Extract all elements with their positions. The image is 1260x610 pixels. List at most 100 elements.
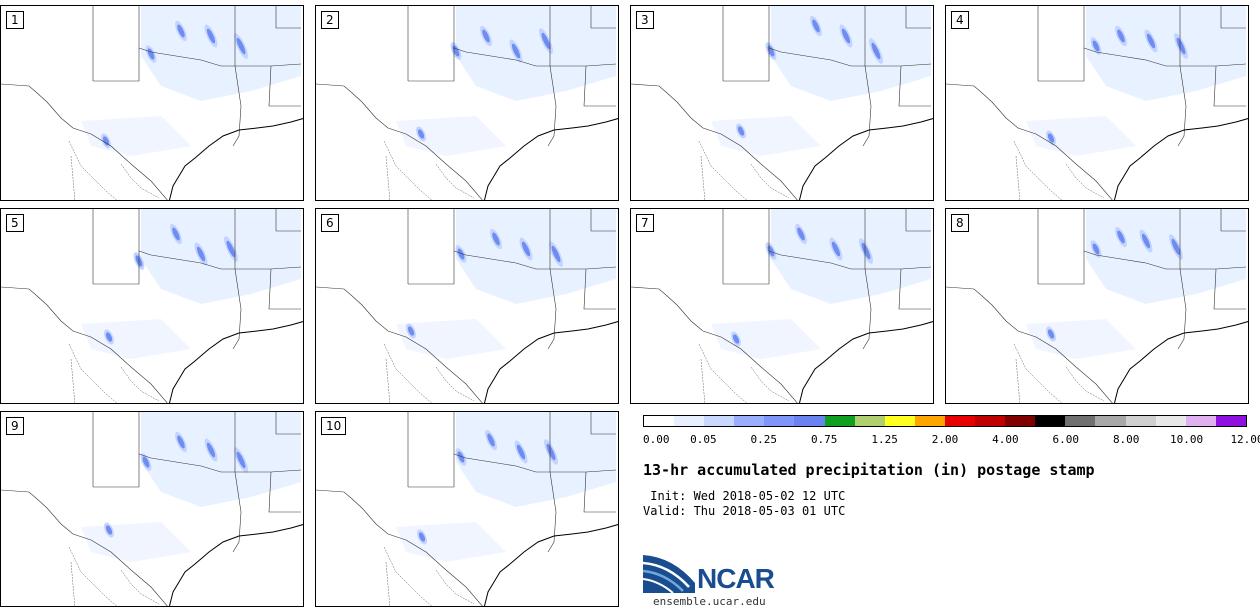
mexico-state-border	[700, 358, 706, 403]
precip-cell	[457, 451, 465, 463]
state-border	[1213, 65, 1246, 107]
colorbar-swatch	[1125, 416, 1156, 426]
state-border	[408, 453, 550, 488]
colorbar-swatch	[1005, 416, 1036, 426]
precip-cell	[1047, 329, 1055, 339]
mexico-state-border	[1015, 358, 1021, 403]
light-precip-area	[1026, 319, 1136, 359]
ncar-logo-text: NCAR	[697, 563, 775, 594]
light-precip-area	[396, 116, 506, 156]
colorbar-tick-label: 10.00	[1170, 433, 1204, 446]
state-border	[583, 268, 616, 310]
member-label: 5	[6, 214, 24, 232]
state-border	[590, 6, 616, 29]
colorbar-swatch	[1215, 416, 1246, 426]
precip-cell	[1141, 233, 1151, 249]
state-border	[1038, 47, 1180, 82]
precip-cell	[102, 136, 110, 146]
precip-cell	[841, 28, 851, 44]
state-border	[408, 250, 550, 285]
mexico-state-border	[385, 561, 391, 606]
state-border	[232, 412, 242, 553]
postage-stamp-panel: 3	[630, 5, 934, 201]
light-precip-area	[1086, 209, 1246, 304]
state-border	[232, 6, 242, 147]
light-precip-area	[141, 412, 301, 507]
state-border	[590, 209, 616, 232]
gulf-coastline	[798, 321, 933, 403]
member-label: 8	[951, 214, 969, 232]
state-border	[93, 250, 235, 285]
state-border	[1213, 268, 1246, 310]
precip-cell	[407, 326, 415, 336]
colorbar-tick-label: 2.00	[931, 433, 959, 446]
init-time: Init: Wed 2018-05-02 12 UTC	[643, 489, 846, 503]
mexico-state-border	[750, 163, 790, 199]
state-border	[862, 209, 872, 350]
precip-cell	[487, 433, 495, 447]
precip-cell	[105, 525, 113, 535]
state-border	[547, 412, 557, 553]
gulf-coastline	[483, 321, 618, 403]
precip-cell	[1047, 133, 1055, 143]
member-label: 3	[636, 11, 654, 29]
precip-cell	[236, 451, 246, 469]
precip-cell	[482, 29, 490, 43]
member-label: 4	[951, 11, 969, 29]
mexico-state-border	[698, 343, 748, 403]
member-label: 6	[321, 214, 339, 232]
state-border	[723, 250, 865, 285]
state-border	[631, 286, 798, 403]
mexico-state-border	[750, 366, 790, 402]
precip-cell	[1146, 33, 1156, 49]
state-border	[268, 65, 301, 107]
colorbar-swatch	[764, 416, 795, 426]
state-border	[93, 453, 235, 488]
colorbar-swatch	[1065, 416, 1096, 426]
state-border	[275, 412, 301, 435]
postage-stamp-panel: 8	[945, 208, 1249, 404]
light-precip-area	[771, 209, 931, 304]
light-precip-area	[81, 522, 191, 562]
colorbar-tick-label: 4.00	[992, 433, 1019, 446]
light-precip-area	[396, 522, 506, 562]
light-precip-area	[711, 116, 821, 156]
precip-map	[946, 209, 1248, 403]
postage-stamp-panel: 7	[630, 208, 934, 404]
state-border	[1, 489, 168, 606]
gulf-coastline	[168, 118, 303, 200]
state-border	[316, 286, 483, 403]
state-border	[547, 209, 557, 350]
precip-cell	[861, 242, 871, 260]
mexico-state-border	[385, 358, 391, 403]
precip-map	[631, 209, 933, 403]
state-border	[408, 47, 550, 82]
precip-cell	[732, 334, 740, 344]
colorbar-swatch	[644, 416, 675, 426]
precip-map	[631, 6, 933, 200]
light-precip-area	[456, 412, 616, 507]
mexico-state-border	[120, 569, 160, 605]
postage-stamp-panel: 1	[0, 5, 304, 201]
precip-cell	[1117, 230, 1125, 244]
state-border	[1220, 6, 1246, 29]
colorbar-swatch	[884, 416, 915, 426]
mexico-state-border	[70, 358, 76, 403]
postage-stamp-panel: 9	[0, 411, 304, 607]
mexico-state-border	[698, 140, 748, 200]
light-precip-area	[1026, 116, 1136, 156]
state-border	[946, 83, 1113, 200]
state-border	[232, 209, 242, 350]
precip-map	[316, 209, 618, 403]
precip-cell	[871, 42, 881, 60]
website-url: ensemble.ucar.edu	[653, 595, 766, 608]
ncar-logo-icon	[643, 555, 695, 593]
mexico-state-border	[435, 163, 475, 199]
state-border	[1, 286, 168, 403]
mexico-state-border	[1015, 155, 1021, 200]
gulf-coastline	[168, 321, 303, 403]
mexico-state-border	[1013, 343, 1063, 403]
precip-cell	[1092, 243, 1100, 255]
state-border	[583, 471, 616, 513]
precip-cell	[172, 227, 180, 241]
